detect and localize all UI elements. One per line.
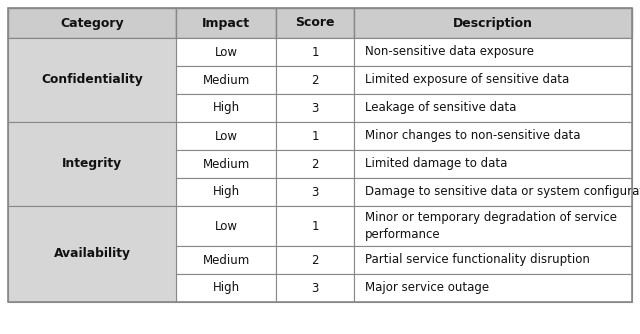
Bar <box>276 206 354 246</box>
Text: 2: 2 <box>311 254 319 267</box>
Text: Impact: Impact <box>202 16 250 29</box>
Text: 1: 1 <box>311 130 319 143</box>
Bar <box>176 8 276 38</box>
Bar <box>8 8 632 302</box>
Bar <box>176 178 276 206</box>
Bar <box>276 246 354 274</box>
Bar <box>176 122 276 150</box>
Bar <box>176 94 276 122</box>
Text: Medium: Medium <box>202 158 250 170</box>
Bar <box>354 150 632 178</box>
Bar <box>176 150 276 178</box>
Bar <box>276 66 354 94</box>
Bar <box>176 246 276 274</box>
Text: Low: Low <box>214 219 237 232</box>
Text: Limited exposure of sensitive data: Limited exposure of sensitive data <box>365 73 570 87</box>
Bar <box>276 274 354 302</box>
Text: Partial service functionality disruption: Partial service functionality disruption <box>365 254 590 267</box>
Text: Non-sensitive data exposure: Non-sensitive data exposure <box>365 45 534 58</box>
Text: 3: 3 <box>311 102 319 115</box>
Text: 3: 3 <box>311 185 319 198</box>
Bar <box>276 8 354 38</box>
Text: 1: 1 <box>311 45 319 58</box>
Bar <box>354 66 632 94</box>
Bar <box>354 206 632 246</box>
Bar <box>176 206 276 246</box>
Text: Low: Low <box>214 45 237 58</box>
Bar <box>8 38 176 122</box>
Text: High: High <box>212 185 239 198</box>
Text: Confidentiality: Confidentiality <box>41 73 143 87</box>
Bar <box>276 178 354 206</box>
Bar <box>354 274 632 302</box>
Bar <box>176 38 276 66</box>
Text: Category: Category <box>60 16 124 29</box>
Text: Limited damage to data: Limited damage to data <box>365 158 508 170</box>
Bar <box>8 8 176 38</box>
Text: High: High <box>212 282 239 295</box>
Bar <box>354 8 632 38</box>
Text: Score: Score <box>295 16 335 29</box>
Bar <box>276 150 354 178</box>
Bar <box>8 206 176 302</box>
Bar <box>354 178 632 206</box>
Text: Medium: Medium <box>202 73 250 87</box>
Text: 1: 1 <box>311 219 319 232</box>
Text: High: High <box>212 102 239 115</box>
Text: Low: Low <box>214 130 237 143</box>
Text: 2: 2 <box>311 73 319 87</box>
Text: Minor changes to non-sensitive data: Minor changes to non-sensitive data <box>365 130 580 143</box>
Bar <box>354 122 632 150</box>
Text: Description: Description <box>453 16 533 29</box>
Bar <box>276 122 354 150</box>
Text: Minor or temporary degradation of service
performance: Minor or temporary degradation of servic… <box>365 211 617 241</box>
Bar <box>8 122 176 206</box>
Text: 3: 3 <box>311 282 319 295</box>
Text: 2: 2 <box>311 158 319 170</box>
Bar <box>276 94 354 122</box>
Text: Availability: Availability <box>54 247 131 261</box>
Bar <box>354 94 632 122</box>
Bar <box>276 38 354 66</box>
Text: Medium: Medium <box>202 254 250 267</box>
Text: Major service outage: Major service outage <box>365 282 489 295</box>
Text: Damage to sensitive data or system configuration: Damage to sensitive data or system confi… <box>365 185 640 198</box>
Bar <box>176 66 276 94</box>
Bar <box>354 38 632 66</box>
Bar <box>354 246 632 274</box>
Bar <box>176 274 276 302</box>
Text: Integrity: Integrity <box>62 158 122 170</box>
Text: Leakage of sensitive data: Leakage of sensitive data <box>365 102 516 115</box>
